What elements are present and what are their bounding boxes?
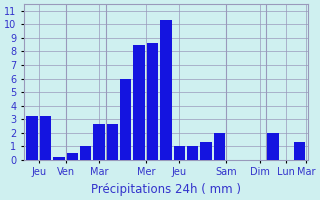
Bar xyxy=(107,124,118,160)
Bar xyxy=(187,146,198,160)
Bar xyxy=(160,20,172,160)
Bar xyxy=(173,146,185,160)
Bar xyxy=(40,116,51,160)
Bar xyxy=(267,133,279,160)
Bar xyxy=(133,45,145,160)
Bar xyxy=(26,116,38,160)
Bar xyxy=(53,157,65,160)
Bar xyxy=(200,142,212,160)
X-axis label: Précipitations 24h ( mm ): Précipitations 24h ( mm ) xyxy=(91,183,241,196)
Bar xyxy=(214,133,225,160)
Bar xyxy=(80,146,91,160)
Bar xyxy=(93,124,105,160)
Bar xyxy=(120,79,132,160)
Bar xyxy=(147,43,158,160)
Bar xyxy=(67,153,78,160)
Bar xyxy=(294,142,305,160)
